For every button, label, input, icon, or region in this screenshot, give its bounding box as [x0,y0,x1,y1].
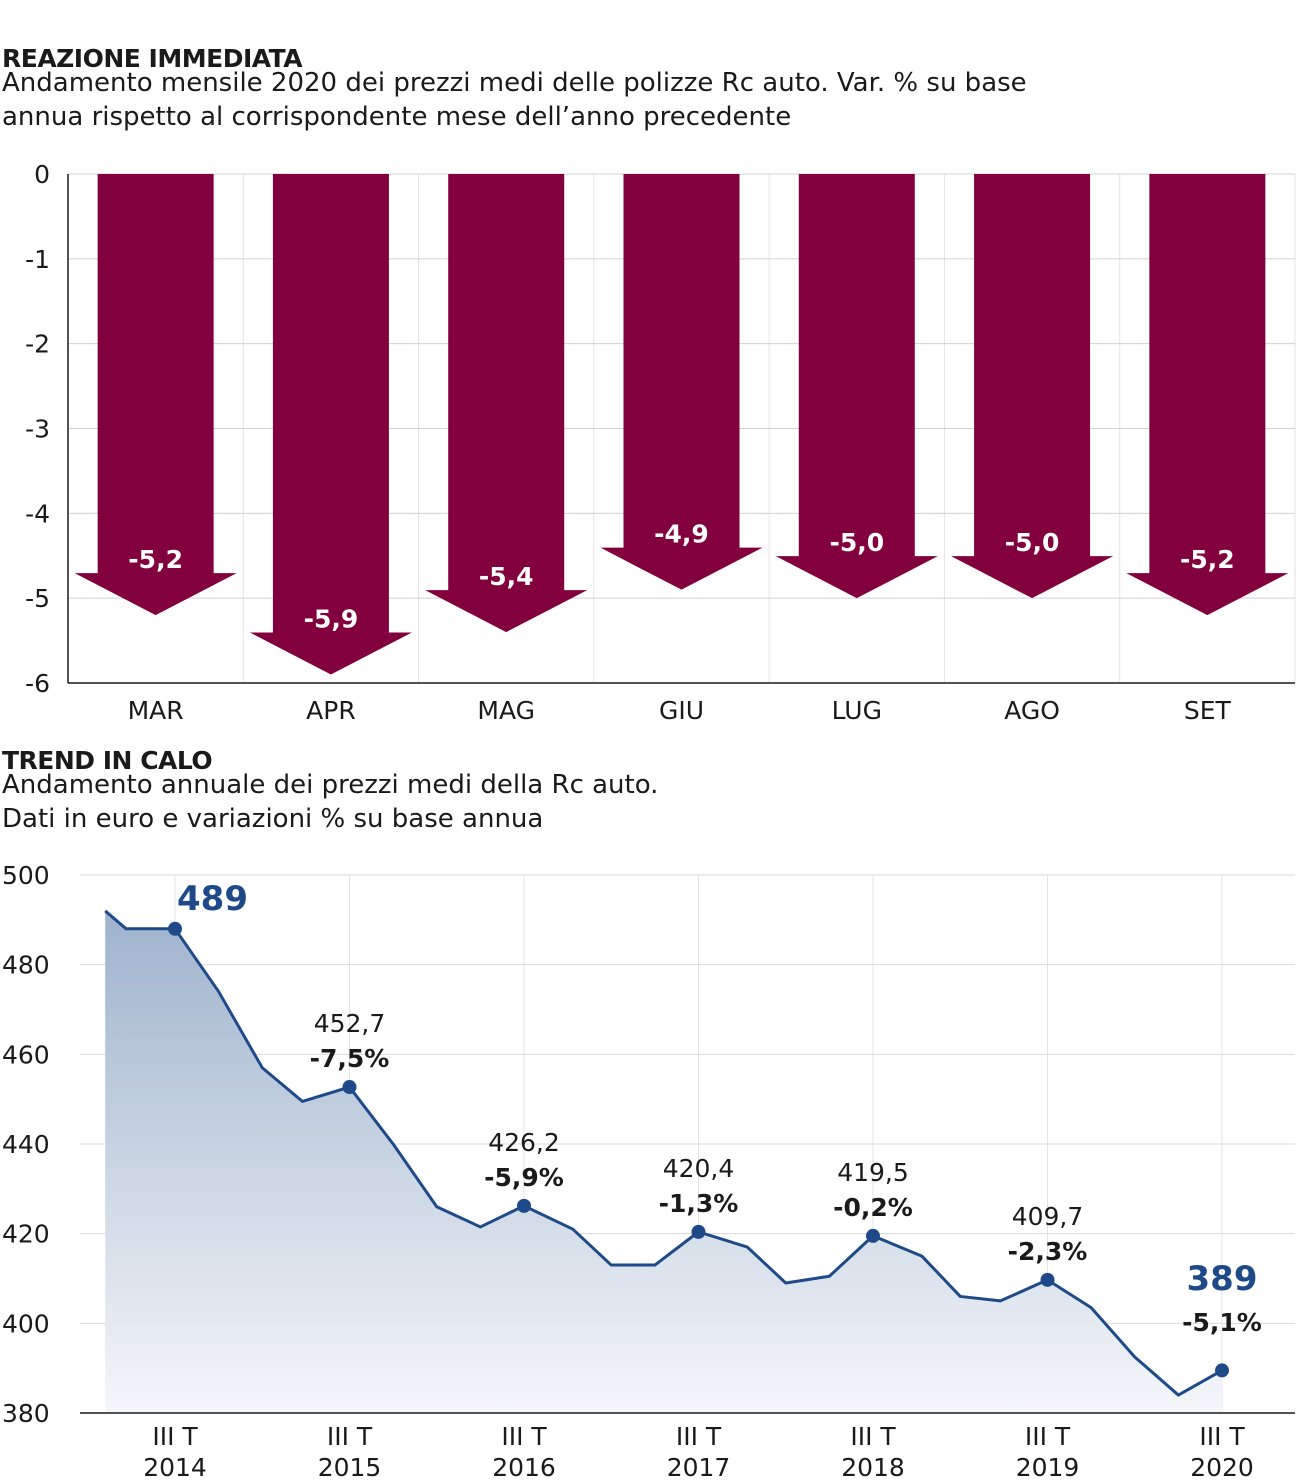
bar-data-label: -5,0 [829,528,884,557]
data-point [1215,1363,1229,1378]
bar-x-tick-label: MAR [128,696,184,720]
line-x-tick-label: III T [1199,1422,1245,1451]
line-y-tick-label: 500 [2,861,50,890]
line-x-tick-label: III T [676,1422,722,1451]
point-value-label: 419,5 [837,1158,909,1187]
bar-x-tick-label: MAG [477,696,535,720]
point-value-label: 489 [177,879,248,919]
point-pct-label: -5,1% [1182,1308,1262,1337]
bar-chart: 0 -1 -2 -3 -4 -5 -6 -5,2 MAR -5,9 APR -5,4 MAG -4,9 GI… [25,160,1296,720]
line-x-tick-year: 2017 [667,1453,731,1482]
bar-arrow-giu [600,174,763,590]
line-x-tick-year: 2018 [841,1453,905,1482]
point-pct-label: -2,3% [1008,1237,1088,1266]
data-point [342,1080,357,1095]
bar-data-label: -5,4 [479,562,534,591]
bar-y-tick-label: -6 [25,669,50,698]
bar-arrow-set [1126,174,1289,616]
bar-chart-subtitle-line-1: Andamento mensile 2020 dei prezzi medi d… [2,68,1027,98]
line-y-tick-label: 440 [2,1130,50,1159]
line-x-tick-year: 2014 [143,1453,207,1482]
bar-x-tick-label: SET [1184,696,1232,720]
bar-x-tick-label: GIU [659,696,704,720]
bar-data-label: -5,0 [1005,528,1060,557]
bar-arrow-ago [951,174,1114,599]
line-x-tick-year: 2016 [492,1453,556,1482]
bar-y-tick-label: -5 [25,584,50,613]
bar-y-tick-label: -3 [25,415,50,444]
line-x-tick-year: 2015 [318,1453,382,1482]
data-point [691,1224,706,1239]
bar-data-label: -4,9 [654,520,709,549]
bar-arrow-mar [74,174,237,616]
area-fill [105,910,1223,1413]
line-y-tick-label: 420 [2,1220,50,1249]
point-value-label: 452,7 [314,1009,386,1038]
line-x-tick-label: III T [501,1422,547,1451]
bar-y-tick-label: -2 [25,330,50,359]
bar-data-label: -5,2 [128,545,183,574]
line-y-tick-label: 400 [2,1309,50,1338]
series-line [104,909,1223,1397]
line-chart-subtitle-line-2: Dati in euro e variazioni % su base annu… [2,804,544,834]
bar-x-tick-label: AGO [1004,696,1060,720]
line-chart-title: TREND IN CALO [2,746,213,775]
bar-arrow-apr [249,174,412,675]
point-value-label: 389 [1187,1259,1258,1299]
point-value-label: 420,4 [663,1154,735,1183]
point-pct-label: -1,3% [659,1189,739,1218]
bar-y-tick-label: -4 [25,499,50,528]
bar-x-tick-label: LUG [832,696,882,720]
line-x-tick-year: 2020 [1190,1453,1254,1482]
point-value-label: 409,7 [1012,1202,1084,1231]
bar-chart-subtitle-line-2: annua rispetto al corrispondente mese de… [2,102,792,132]
point-pct-label: -0,2% [833,1193,913,1222]
line-x-tick-label: III T [327,1422,373,1451]
line-y-tick-label: 480 [2,951,50,980]
point-value-label: 426,2 [488,1128,560,1157]
bar-arrow-mag [425,174,588,633]
line-x-tick-label: III T [1025,1422,1071,1451]
point-pct-label: -7,5% [310,1044,390,1073]
data-point [1040,1272,1055,1287]
bar-y-tick-label: -1 [25,245,50,274]
line-y-tick-label: 460 [2,1040,50,1069]
data-point [168,921,182,936]
line-chart-subtitle-line-1: Andamento annuale dei prezzi medi della … [2,770,659,800]
line-y-tick-label: 380 [2,1399,50,1428]
line-x-tick-label: III T [152,1422,198,1451]
bar-y-tick-label: 0 [34,160,50,189]
data-point [517,1198,531,1213]
bar-x-tick-label: APR [306,696,356,720]
bar-data-label: -5,2 [1180,545,1235,574]
data-point [866,1228,880,1243]
bar-chart-title: REAZIONE IMMEDIATA [2,44,303,73]
bar-arrow-lug [775,174,938,599]
line-x-tick-label: III T [850,1422,896,1451]
point-pct-label: -5,9% [484,1163,564,1192]
bar-data-label: -5,9 [304,605,359,634]
line-x-tick-year: 2019 [1016,1453,1080,1482]
